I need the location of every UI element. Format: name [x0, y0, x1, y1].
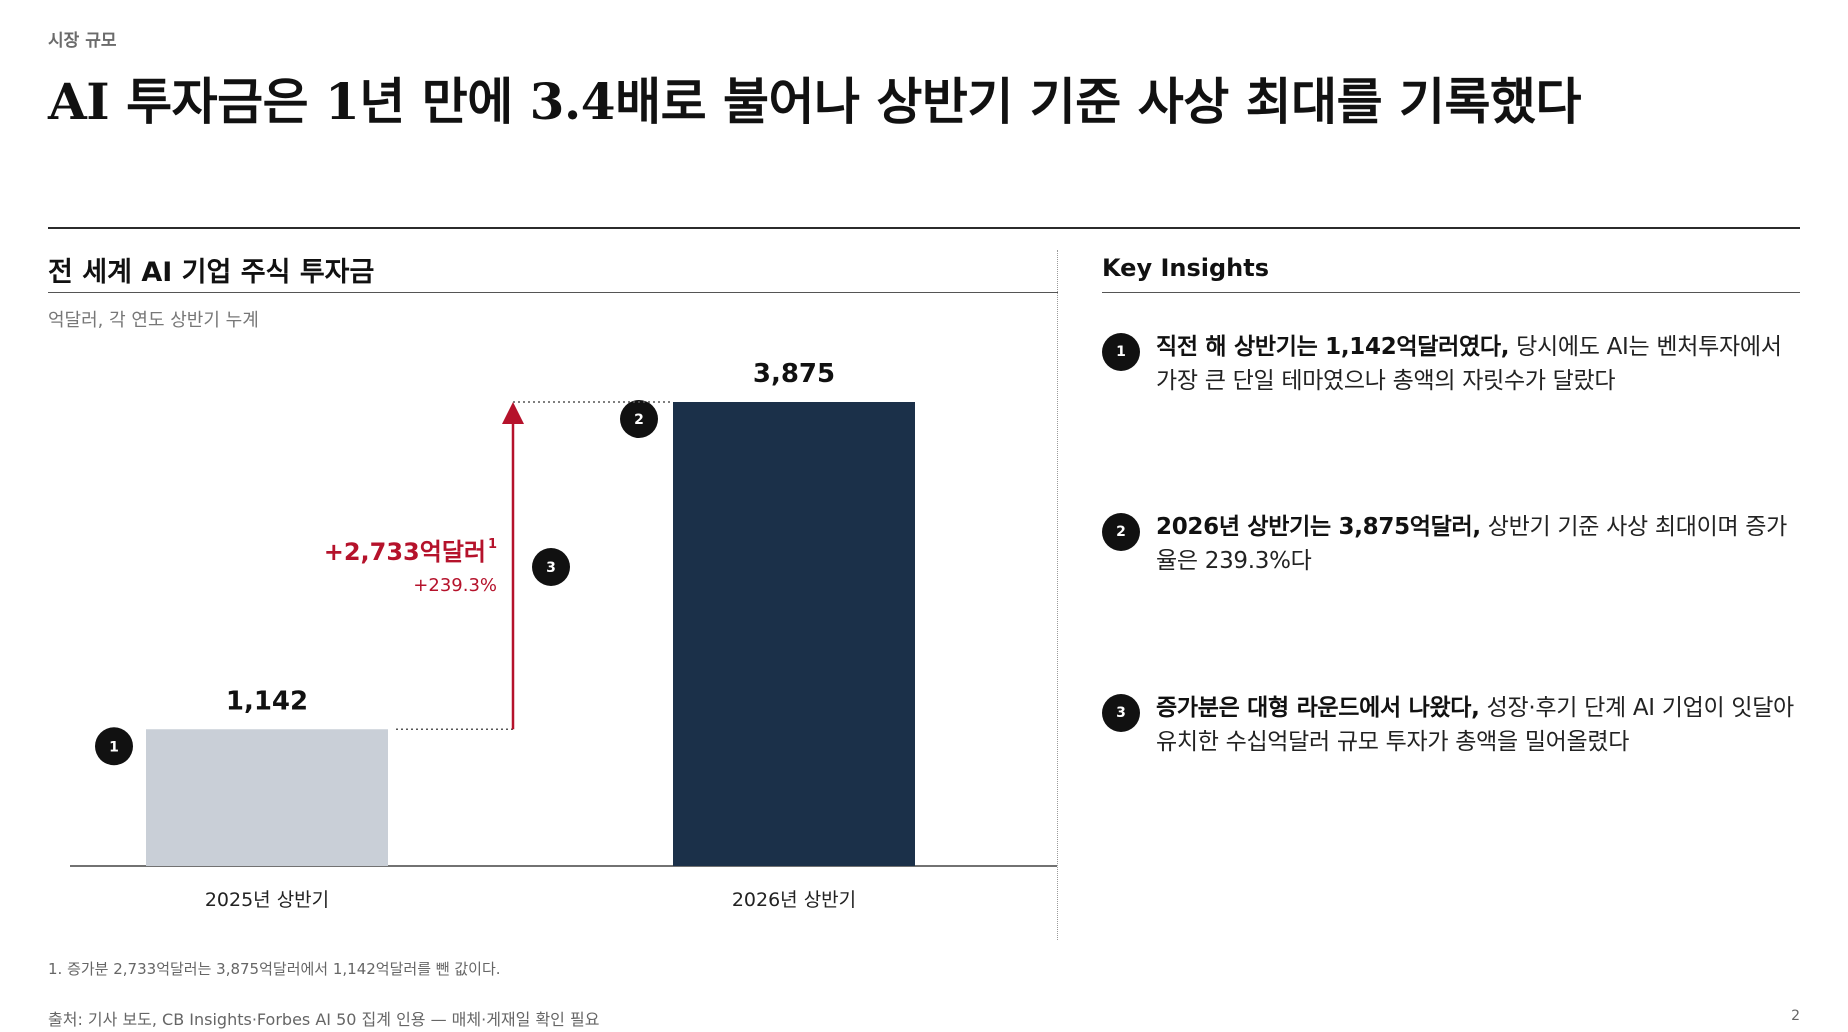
insight-badge: 1: [1102, 333, 1140, 371]
insight-text: 2026년 상반기는 3,875억달러, 상반기 기준 사상 최대이며 증가율은…: [1156, 510, 1802, 578]
category-label: 2025년 상반기: [205, 889, 329, 911]
insights-title: Key Insights: [1102, 254, 1270, 282]
change-percent-label: +239.3%: [413, 575, 497, 596]
insight-text: 증가분은 대형 라운드에서 나왔다, 성장·후기 단계 AI 기업이 잇달아 유…: [1156, 691, 1802, 759]
chart-title-divider: [48, 292, 1058, 293]
category-label: 2026년 상반기: [732, 889, 856, 911]
bar-badge: [95, 727, 133, 766]
bar: [146, 729, 388, 866]
chart-subtitle: 억달러, 각 연도 상반기 누계: [48, 310, 259, 331]
insight-badge: 3: [1102, 694, 1140, 732]
change-badge: [532, 548, 570, 586]
insights-divider: [1102, 292, 1800, 293]
bar-badge: [620, 400, 658, 438]
insight-bold: 증가분은 대형 라운드에서 나왔다,: [1156, 695, 1480, 721]
column-divider: [1057, 250, 1058, 940]
insight-body: 상반기 기준 사상 최대이며 증가율은 239.3%다: [1156, 514, 1788, 574]
change-badge-number: 3: [546, 560, 556, 576]
insight-body: 당시에도 AI는 벤처투자에서 가장 큰 단일 테마였으나 총액의 자릿수가 달…: [1156, 334, 1782, 394]
chart-title: 전 세계 AI 기업 주식 투자금: [48, 257, 375, 288]
source-note: 출처: 기사 보도, CB Insights·Forbes AI 50 집계 인…: [48, 1010, 600, 1029]
top-divider: [48, 227, 1800, 229]
insight-bold: 직전 해 상반기는 1,142억달러였다,: [1156, 334, 1510, 360]
section-kicker: 시장 규모: [48, 31, 117, 51]
change-amount-label: +2,733억달러: [324, 538, 486, 566]
page-headline: AI 투자금은 1년 만에 3.4배로 불어나 상반기 기준 사상 최대를 기록…: [48, 72, 1582, 131]
change-footnote-mark: 1: [488, 537, 497, 552]
bar-value-label: 1,142: [226, 686, 308, 716]
bar-badge-number: 1: [109, 739, 119, 755]
insight-text: 직전 해 상반기는 1,142억달러였다, 당시에도 AI는 벤처투자에서 가장…: [1156, 330, 1802, 398]
bar-badge-number: 2: [634, 412, 644, 428]
insight-badge: 2: [1102, 513, 1140, 551]
bar: [673, 402, 915, 866]
bar-value-label: 3,875: [753, 359, 835, 389]
insight-body: 성장·후기 단계 AI 기업이 잇달아 유치한 수십억달러 규모 투자가 총액을…: [1156, 695, 1794, 755]
page-number: 2: [1791, 1008, 1800, 1024]
insight-bold: 2026년 상반기는 3,875억달러,: [1156, 514, 1481, 540]
footnote: 1. 증가분 2,733억달러는 3,875억달러에서 1,142억달러를 뺀 …: [48, 960, 501, 978]
change-arrow-head: [502, 402, 524, 424]
